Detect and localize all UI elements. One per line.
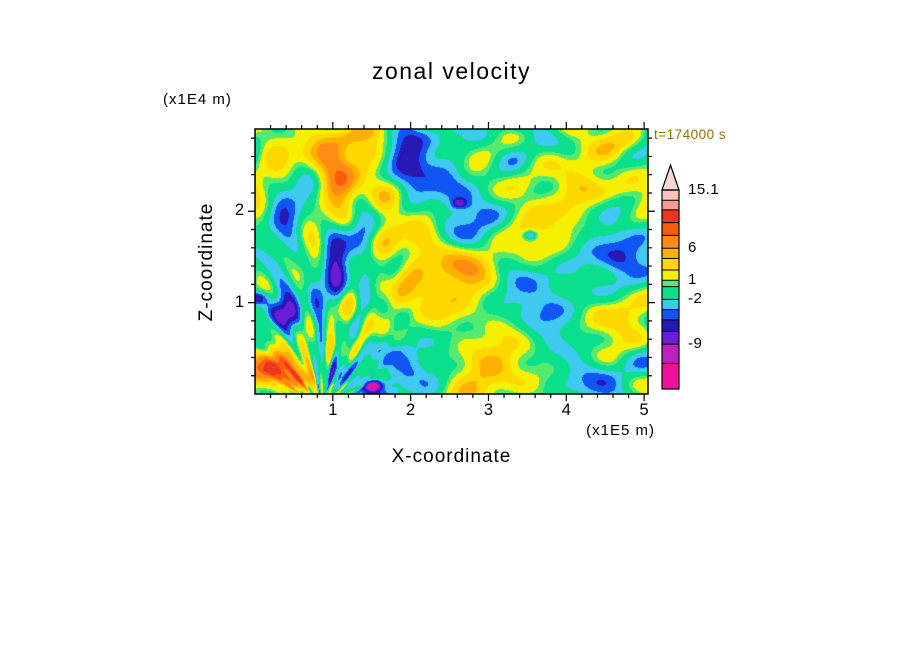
y-axis-units: (x1E4 m) xyxy=(163,91,232,108)
velocity-field-canvas xyxy=(255,129,648,394)
axes-frame xyxy=(248,122,655,401)
y-tick-label: 1 xyxy=(234,292,244,311)
colorbar-tick-label: 1 xyxy=(688,271,697,289)
x-tick-label: 4 xyxy=(561,401,571,419)
x-axis-label: X-coordinate xyxy=(391,446,512,467)
chart-title: zonal velocity xyxy=(371,58,532,84)
x-axis-units: (x1E5 m) xyxy=(586,422,655,439)
x-tick-label: 1 xyxy=(328,401,338,419)
colorbar-tick-label: 6 xyxy=(688,239,697,257)
x-tick-label: 2 xyxy=(406,401,416,419)
time-annotation: t=174000 s xyxy=(654,127,727,142)
x-tick-label: 5 xyxy=(639,401,649,419)
x-tick-label: 3 xyxy=(483,401,494,419)
colorbar xyxy=(661,163,680,390)
colorbar-tick-label: -2 xyxy=(688,290,703,308)
colorbar-tick-label: 15.1 xyxy=(688,181,720,198)
colorbar-tick-label: -9 xyxy=(688,335,703,353)
y-tick-label: 2 xyxy=(234,201,244,220)
